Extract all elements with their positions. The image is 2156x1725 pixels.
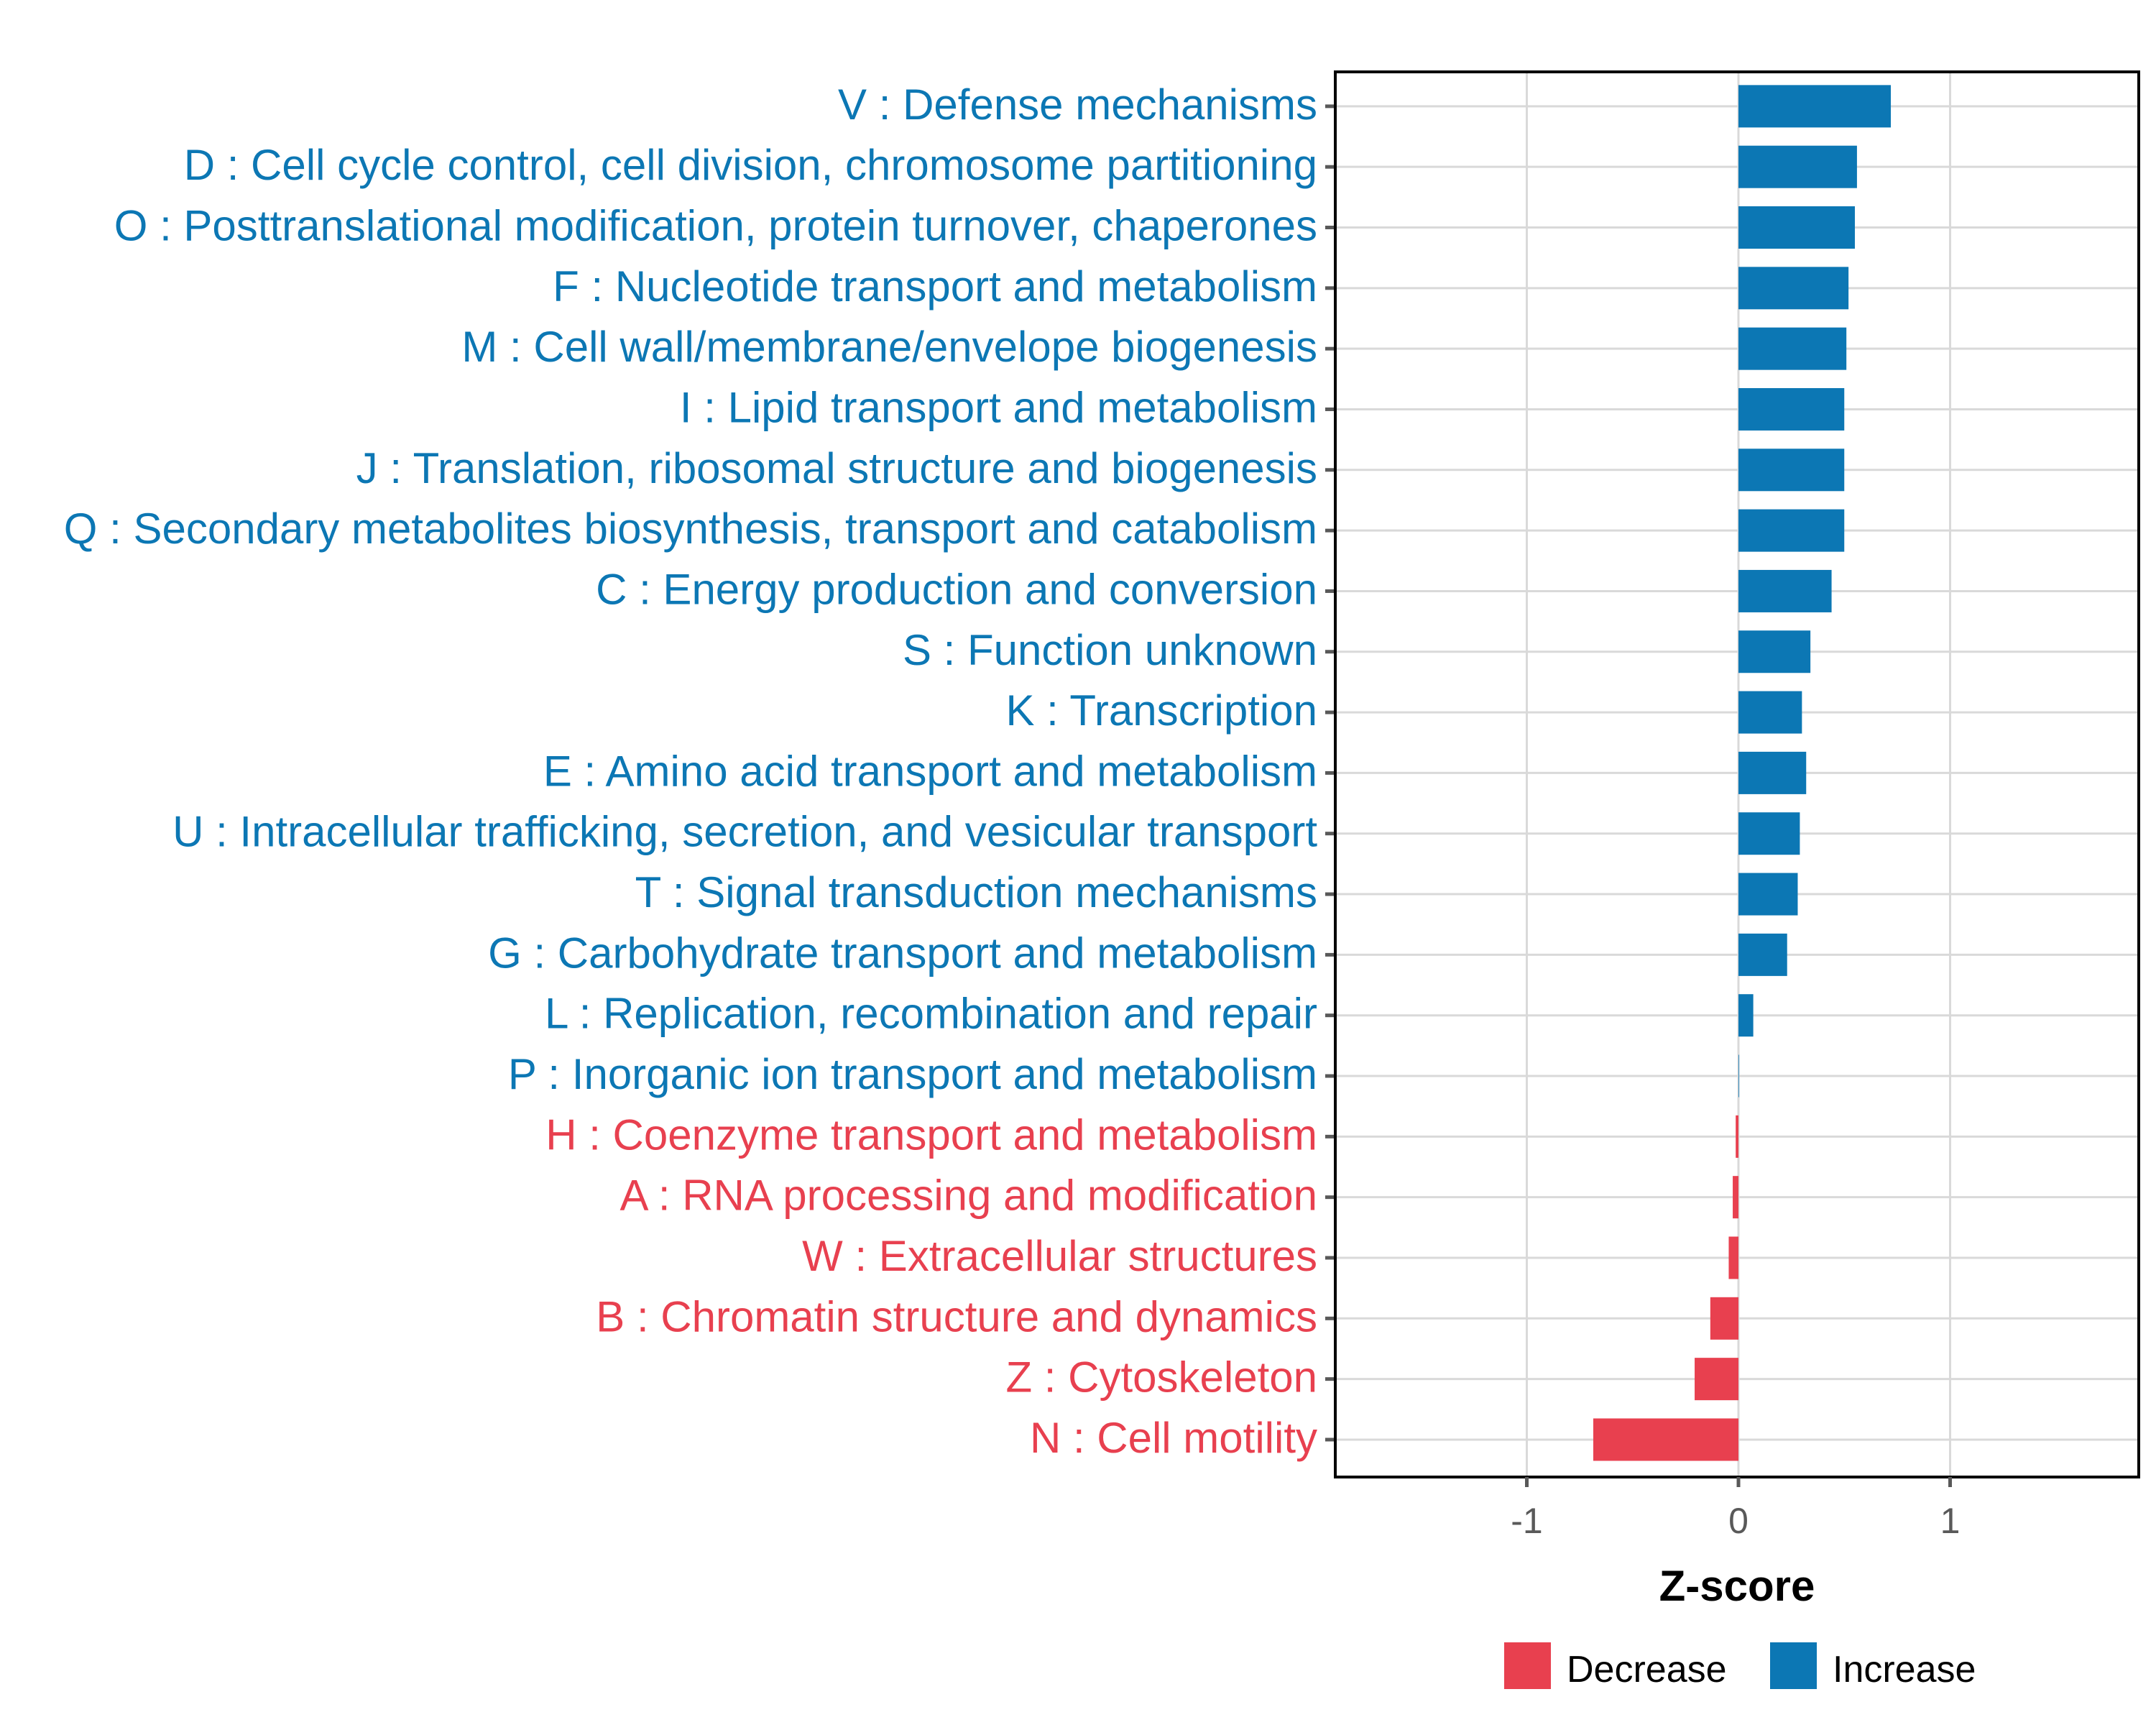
svg-text:0: 0 — [1728, 1501, 1749, 1541]
svg-text:A : RNA processing and modific: A : RNA processing and modification — [619, 1172, 1317, 1220]
svg-text:K : Transcription: K : Transcription — [1005, 686, 1317, 735]
svg-text:P : Inorganic ion transport an: P : Inorganic ion transport and metaboli… — [508, 1050, 1317, 1098]
svg-text:I : Lipid transport and metabo: I : Lipid transport and metabolism — [680, 383, 1317, 431]
svg-text:F : Nucleotide transport and m: F : Nucleotide transport and metabolism — [553, 262, 1317, 310]
svg-text:N : Cell motility: N : Cell motility — [1030, 1414, 1317, 1462]
svg-text:B : Chromatin structure and dy: B : Chromatin structure and dynamics — [596, 1292, 1317, 1340]
svg-text:C : Energy production and conv: C : Energy production and conversion — [596, 565, 1317, 613]
svg-text:Decrease: Decrease — [1567, 1649, 1727, 1690]
svg-text:T : Signal transduction mechan: T : Signal transduction mechanisms — [635, 868, 1317, 916]
svg-text:G : Carbohydrate transport and: G : Carbohydrate transport and metabolis… — [488, 929, 1317, 977]
svg-text:Increase: Increase — [1833, 1649, 1976, 1690]
svg-text:Q : Secondary metabolites bios: Q : Secondary metabolites biosynthesis, … — [64, 505, 1317, 553]
svg-text:Z-score: Z-score — [1659, 1562, 1815, 1610]
svg-text:Z : Cytoskeleton: Z : Cytoskeleton — [1005, 1353, 1317, 1402]
svg-text:D : Cell cycle control, cell d: D : Cell cycle control, cell division, c… — [184, 141, 1317, 189]
svg-text:V : Defense mechanisms: V : Defense mechanisms — [838, 80, 1317, 129]
svg-text:O : Posttranslational modifica: O : Posttranslational modification, prot… — [114, 202, 1317, 250]
svg-text:-1: -1 — [1511, 1501, 1542, 1541]
svg-text:U : Intracellular trafficking,: U : Intracellular trafficking, secretion… — [172, 808, 1317, 856]
svg-text:1: 1 — [1940, 1501, 1961, 1541]
svg-text:H : Coenzyme transport and met: H : Coenzyme transport and metabolism — [545, 1110, 1317, 1159]
svg-text:M : Cell wall/membrane/envelop: M : Cell wall/membrane/envelope biogenes… — [461, 323, 1317, 371]
svg-text:S : Function unknown: S : Function unknown — [903, 626, 1317, 674]
svg-text:E : Amino acid transport and m: E : Amino acid transport and metabolism — [543, 747, 1317, 795]
svg-text:W : Extracellular structures: W : Extracellular structures — [802, 1232, 1317, 1280]
svg-text:J : Translation, ribosomal str: J : Translation, ribosomal structure and… — [356, 444, 1317, 492]
svg-text:L : Replication, recombination: L : Replication, recombination and repai… — [545, 990, 1317, 1038]
